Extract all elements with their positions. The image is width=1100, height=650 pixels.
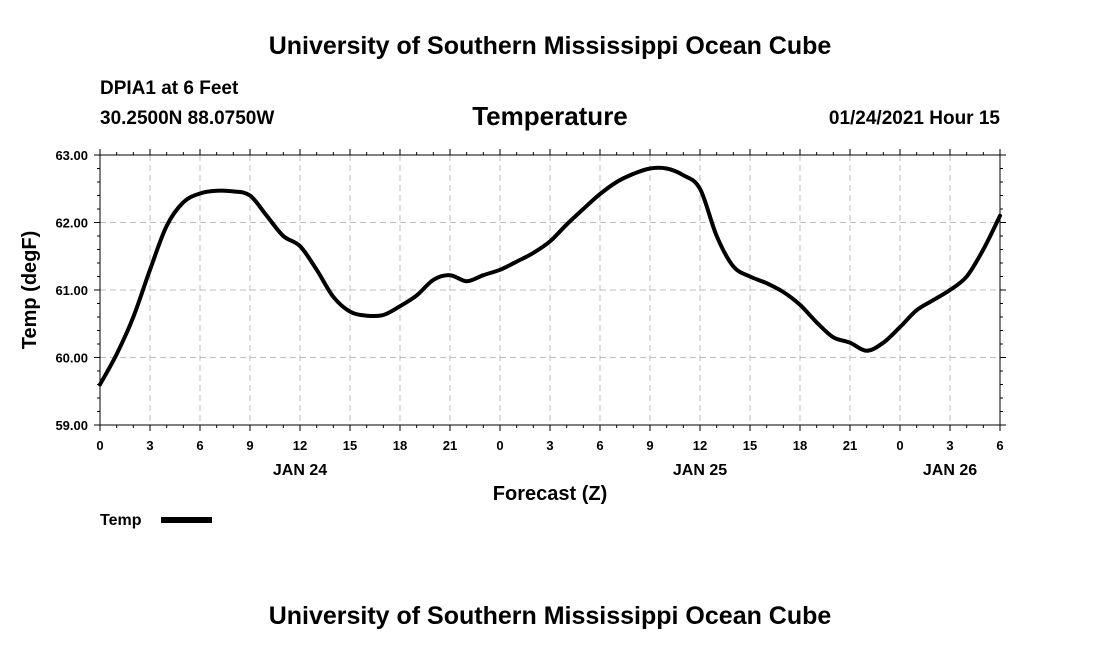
x-tick-label: 21 (443, 438, 457, 453)
y-tick-label: 61.00 (55, 283, 88, 298)
legend-swatch (161, 517, 212, 523)
x-tick-label: 0 (896, 438, 903, 453)
date-label: JAN 25 (673, 462, 727, 479)
x-tick-label: 3 (946, 438, 953, 453)
x-tick-label: 3 (146, 438, 153, 453)
x-tick-label: 15 (743, 438, 757, 453)
y-tick-label: 62.00 (55, 216, 88, 231)
x-tick-label: 9 (646, 438, 653, 453)
x-tick-label: 6 (996, 438, 1003, 453)
x-tick-label: 15 (343, 438, 357, 453)
coordinates-label: 30.2500N 88.0750W (100, 108, 274, 129)
x-tick-labels: 0 3 6 9 12 15 18 21 0 3 6 9 12 15 18 21 0 3 6 (96, 438, 1003, 453)
grid-lines (100, 155, 1000, 425)
page-title: University of Southern Mississippi Ocean… (269, 32, 832, 60)
date-labels: JAN 24 JAN 25 JAN 26 (273, 462, 977, 479)
x-tick-label: 6 (596, 438, 603, 453)
x-axis-title: Forecast (Z) (493, 483, 607, 505)
x-tick-label: 6 (196, 438, 203, 453)
x-tick-label: 18 (793, 438, 807, 453)
station-label: DPIA1 at 6 Feet (100, 78, 239, 99)
y-tick-label: 60.00 (55, 351, 88, 366)
x-tick-label: 0 (496, 438, 503, 453)
temp-series-line (98, 165, 1002, 387)
x-tick-label: 12 (293, 438, 307, 453)
footer-title: University of Southern Mississippi Ocean… (269, 602, 832, 630)
x-tick-label: 12 (693, 438, 707, 453)
x-tick-label: 3 (546, 438, 553, 453)
x-tick-label: 9 (246, 438, 253, 453)
y-tick-label: 63.00 (55, 148, 88, 163)
x-tick-label: 0 (96, 438, 103, 453)
y-axis-title: Temp (degF) (19, 231, 41, 350)
y-tick-label: 59.00 (55, 418, 88, 433)
y-tick-labels: 59.00 60.00 61.00 62.00 63.00 (55, 148, 88, 433)
chart-title: Temperature (472, 101, 628, 131)
plot-frame (99, 154, 1001, 426)
legend-label: Temp (100, 512, 142, 529)
datetime-label: 01/24/2021 Hour 15 (829, 108, 1001, 129)
x-tick-label: 21 (843, 438, 857, 453)
x-tick-label: 18 (393, 438, 407, 453)
date-label: JAN 26 (923, 462, 977, 479)
date-label: JAN 24 (273, 462, 327, 479)
